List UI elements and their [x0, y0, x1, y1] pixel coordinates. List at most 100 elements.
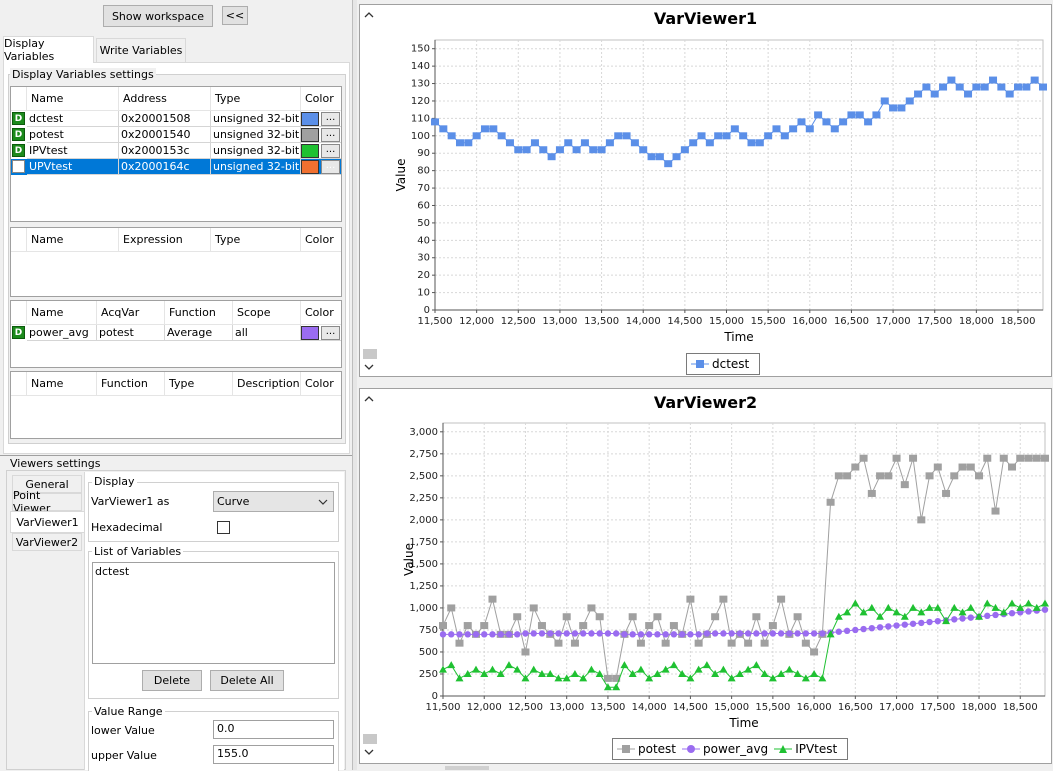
data-point: [719, 595, 728, 603]
data-point: [768, 622, 777, 630]
data-point: [1005, 90, 1014, 98]
x-tick-label: 13,000: [549, 702, 584, 713]
col-expression[interactable]: Expression: [119, 228, 211, 252]
legend-label: potest: [638, 742, 677, 756]
display-variables-settings-title: Display Variables settings: [10, 68, 156, 81]
y-tick-label: 110: [411, 113, 430, 124]
col-acqvar[interactable]: AcqVar: [97, 301, 165, 325]
table-row[interactable]: D power_avg potest Average all ...: [11, 325, 341, 341]
varviewer2-chart[interactable]: 11,500 12,000 12,500 13,000 13,500 14,000 14,5…: [360, 389, 1053, 765]
tab-point-viewer[interactable]: Point Viewer: [12, 489, 82, 515]
panel-divider[interactable]: [0, 455, 352, 456]
data-point: [447, 604, 456, 612]
tab-write-variables[interactable]: Write Variables: [96, 38, 186, 62]
color-picker-button[interactable]: ...: [321, 326, 340, 340]
data-point: [1030, 76, 1039, 84]
data-point: [480, 125, 489, 133]
data-point: [562, 613, 571, 621]
enabled-badge[interactable]: D: [12, 112, 25, 125]
col-color[interactable]: Color: [305, 377, 334, 390]
col-color[interactable]: Color: [305, 92, 334, 105]
color-picker-button[interactable]: ...: [321, 112, 340, 126]
col-name[interactable]: Name: [27, 301, 97, 325]
table-row[interactable]: D IPVtest 0x2000153c unsigned 32-bit...: [11, 143, 341, 159]
data-point: [843, 472, 852, 480]
color-picker-button[interactable]: ...: [321, 160, 340, 174]
col-type[interactable]: Type: [211, 228, 301, 252]
upper-value-input[interactable]: 155.0: [213, 745, 334, 764]
tab-display-variables[interactable]: Display Variables: [3, 36, 94, 63]
collapse-handle[interactable]: [363, 349, 377, 359]
col-type[interactable]: Type: [211, 87, 301, 111]
data-point: [563, 630, 570, 637]
col-color[interactable]: Color: [305, 233, 334, 246]
vertical-splitter[interactable]: [352, 0, 357, 770]
hexadecimal-checkbox[interactable]: [217, 521, 230, 534]
cell-type: unsigned 32-bit: [211, 143, 301, 159]
enabled-badge[interactable]: D: [12, 144, 25, 157]
data-point: [777, 595, 786, 603]
table-row[interactable]: UPVtest 0x2000164c unsigned 32-bit...: [11, 159, 341, 175]
col-address[interactable]: Address: [119, 87, 211, 111]
chevron-up-icon[interactable]: [364, 395, 374, 402]
varviewer1-chart[interactable]: 11,500 12,000 12,500 13,000 13,500 14,000 14,5…: [360, 5, 1053, 378]
delete-all-button[interactable]: Delete All: [210, 670, 284, 691]
delete-button[interactable]: Delete: [142, 670, 202, 691]
x-tick-label: 15,500: [755, 702, 790, 713]
color-swatch[interactable]: [301, 128, 319, 142]
list-item[interactable]: dctest: [95, 565, 130, 578]
data-point: [934, 617, 941, 625]
color-swatch[interactable]: [301, 160, 319, 174]
data-point: [966, 463, 975, 471]
data-point: [739, 132, 748, 140]
chevron-up-icon[interactable]: [364, 11, 374, 18]
tab-varviewer1[interactable]: VarViewer1: [10, 511, 84, 533]
col-description[interactable]: Description: [233, 372, 301, 396]
data-point: [597, 146, 606, 154]
data-point: [810, 630, 818, 637]
data-point: [680, 146, 689, 154]
data-point: [703, 630, 711, 637]
data-point: [810, 669, 819, 677]
data-point: [538, 630, 546, 637]
data-point: [588, 630, 595, 637]
data-point: [672, 153, 681, 161]
col-function[interactable]: Function: [97, 372, 165, 396]
col-color[interactable]: Color: [305, 306, 334, 319]
col-type[interactable]: Type: [165, 372, 233, 396]
col-scope[interactable]: Scope: [233, 301, 301, 325]
color-swatch[interactable]: [301, 112, 319, 126]
collapse-handle[interactable]: [363, 734, 377, 744]
col-name[interactable]: Name: [27, 372, 97, 396]
data-point: [489, 631, 496, 638]
lower-value-input[interactable]: 0.0: [213, 720, 334, 739]
enabled-badge[interactable]: D: [12, 326, 25, 339]
col-function[interactable]: Function: [165, 301, 233, 325]
acquisition-table: Name AcqVar Function Scope Color D power…: [10, 300, 342, 368]
collapse-button[interactable]: <<: [222, 6, 248, 25]
chevron-down-icon[interactable]: [364, 749, 374, 756]
enabled-badge[interactable]: D: [12, 128, 25, 141]
variables-list[interactable]: dctest: [92, 562, 335, 664]
tab-varviewer2[interactable]: VarViewer2: [12, 533, 82, 551]
data-point: [764, 132, 773, 140]
col-name[interactable]: Name: [27, 87, 119, 111]
data-point: [547, 630, 554, 637]
y-tick-label: 30: [417, 253, 430, 264]
color-picker-button[interactable]: ...: [321, 128, 340, 142]
disabled-checkbox[interactable]: [12, 160, 25, 173]
color-swatch[interactable]: [301, 326, 319, 340]
status-scroll-handle[interactable]: [445, 766, 489, 770]
data-point: [546, 669, 555, 677]
show-workspace-button[interactable]: Show workspace: [103, 5, 213, 27]
color-swatch[interactable]: [301, 144, 319, 158]
data-point: [661, 665, 670, 673]
tab-general[interactable]: General: [12, 475, 82, 493]
hexadecimal-label: Hexadecimal: [91, 521, 163, 534]
viewer-as-select[interactable]: Curve: [213, 491, 334, 512]
chevron-down-icon[interactable]: [364, 364, 374, 371]
col-name[interactable]: Name: [27, 228, 119, 252]
color-picker-button[interactable]: ...: [321, 144, 340, 158]
